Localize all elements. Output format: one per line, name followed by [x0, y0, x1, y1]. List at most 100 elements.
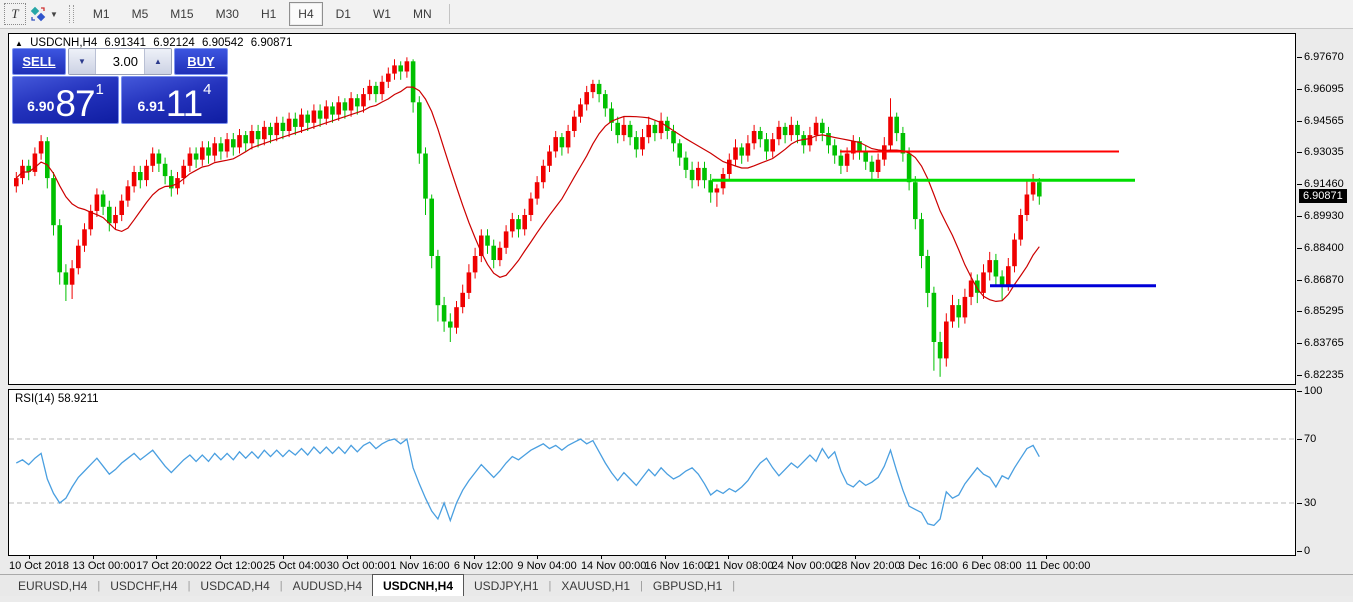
- timeframe-button-h1[interactable]: H1: [260, 7, 277, 21]
- volume-increase-button[interactable]: ▲: [144, 49, 171, 74]
- chart-tab-usdcnh[interactable]: USDCNH,H4: [372, 574, 465, 596]
- buy-price-sup: 4: [203, 81, 212, 98]
- time-tick-mark: [219, 556, 221, 559]
- price-tick-mark: [1297, 120, 1302, 122]
- price-tick-label: 6.88400: [1304, 241, 1344, 254]
- time-tick-mark: [664, 556, 666, 559]
- timeframe-button-m30[interactable]: M30: [215, 7, 239, 21]
- timeframe-button-m1[interactable]: M1: [92, 7, 110, 21]
- chart-tab-usdjpy[interactable]: USDJPY,H1: [474, 579, 539, 593]
- candlestick-chart[interactable]: [9, 34, 1295, 384]
- price-tick-mark: [1297, 375, 1302, 376]
- time-tick-label: 25 Oct 04:00: [263, 560, 327, 572]
- time-tick-mark: [537, 556, 539, 559]
- buy-quote[interactable]: 6.91 11 4: [121, 76, 228, 124]
- rsi-tick-label: 0: [1304, 545, 1311, 557]
- price-tick-label: 6.97670: [1304, 51, 1344, 63]
- price-tick-label: 6.86870: [1304, 273, 1344, 286]
- price-tick-mark: [1297, 311, 1302, 313]
- timeframe-button-m5[interactable]: M5: [131, 7, 149, 21]
- timeframe-button-h4[interactable]: H4: [289, 2, 323, 26]
- price-tick-mark: [1297, 343, 1302, 345]
- toolbar-separator: [448, 4, 450, 24]
- chart-tab-xauusd[interactable]: XAUUSD,H1: [561, 579, 631, 593]
- time-tick-label: 16 Nov 16:00: [644, 560, 710, 572]
- time-tick-mark: [410, 556, 412, 559]
- rsi-indicator-pane[interactable]: RSI(14) 58.9211: [8, 389, 1296, 556]
- rsi-line-chart[interactable]: [9, 390, 1295, 555]
- rsi-tick-mark: [1297, 391, 1302, 392]
- buy-button[interactable]: BUY: [174, 48, 228, 75]
- toolbar: T ▼ M1 M5 M15 M30 H1 H4 D1 W1 MN: [0, 0, 1353, 29]
- price-tick-mark: [1297, 184, 1302, 186]
- chart-tab-gbpusd[interactable]: GBPUSD,H1: [652, 579, 723, 593]
- time-tick-mark: [1045, 556, 1047, 559]
- price-tick-label: 6.91460: [1304, 178, 1344, 191]
- time-tick-mark: [283, 556, 285, 559]
- timeframe-button-w1[interactable]: W1: [372, 7, 391, 21]
- chart-tab-usdcad[interactable]: USDCAD,H4: [200, 579, 270, 593]
- time-tick-mark: [728, 556, 730, 559]
- chart-symbol-period: USDCNH,H4: [30, 37, 98, 49]
- rsi-tick-mark: [1297, 503, 1302, 504]
- time-tick-label: 14 Nov 00:00: [580, 560, 647, 572]
- sell-price-big: 87: [55, 82, 95, 124]
- volume-input[interactable]: 3.00: [96, 49, 144, 74]
- chart-close-value: 6.90871: [250, 37, 293, 49]
- price-tick-mark: [1297, 279, 1302, 281]
- price-tick-mark: [1297, 152, 1302, 154]
- price-tick-mark: [1297, 247, 1302, 249]
- time-tick-mark: [600, 556, 602, 559]
- volume-decrease-button[interactable]: ▼: [69, 49, 96, 74]
- buy-price-small: 6.91: [137, 98, 165, 114]
- time-tick-mark: [855, 556, 857, 559]
- rsi-axis[interactable]: 100 70 30 0: [1296, 385, 1353, 557]
- time-tick-label: 10 Oct 2018: [9, 560, 69, 572]
- time-tick-mark: [156, 556, 158, 559]
- price-tick-mark: [1297, 88, 1302, 90]
- buy-price-big: 11: [165, 82, 203, 124]
- sell-button[interactable]: SELL: [12, 48, 66, 75]
- tab-separator: |: [732, 579, 736, 592]
- sell-quote[interactable]: 6.90 87 1: [12, 76, 119, 124]
- time-tick-label: 17 Oct 20:00: [136, 560, 200, 572]
- rsi-tick-label: 70: [1304, 433, 1317, 445]
- chart-tab-usdchf[interactable]: USDCHF,H4: [110, 579, 178, 593]
- price-tick-mark: [1297, 216, 1302, 217]
- time-tick-label: 11 Dec 00:00: [1025, 560, 1091, 572]
- time-tick-mark: [346, 556, 348, 559]
- time-tick-mark: [918, 556, 920, 559]
- timeframe-button-m15[interactable]: M15: [170, 7, 194, 21]
- chevron-down-icon[interactable]: ▼: [50, 9, 58, 19]
- tab-separator: |: [640, 579, 643, 592]
- chart-tab-audusd[interactable]: AUDUSD,H4: [292, 579, 362, 593]
- sell-price-small: 6.90: [27, 98, 55, 114]
- time-tick-label: 13 Oct 00:00: [72, 560, 136, 572]
- price-tick-mark: [1297, 57, 1302, 58]
- time-tick-label: 22 Oct 12:00: [199, 560, 263, 572]
- timeframe-button-d1[interactable]: D1: [335, 7, 351, 21]
- time-tick-mark: [29, 556, 30, 559]
- volume-stepper: ▼ 3.00 ▲: [68, 48, 172, 75]
- chart-high-value: 6.92124: [153, 37, 195, 49]
- toolbar-grip[interactable]: [68, 5, 74, 23]
- price-tick-label: 6.83765: [1304, 337, 1344, 350]
- indicator-icon[interactable]: [28, 4, 48, 24]
- time-axis[interactable]: 10 Oct 2018 13 Oct 00:00 17 Oct 20:00 22 Oc…: [8, 556, 1338, 574]
- rsi-label: RSI(14) 58.9211: [15, 393, 99, 405]
- time-tick-mark: [791, 556, 793, 559]
- price-tick-label: 6.82235: [1304, 369, 1344, 381]
- status-strip: [0, 596, 1353, 602]
- time-tick-label: 24 Nov 00:00: [771, 560, 838, 572]
- chart-low-value: 6.90542: [201, 37, 244, 49]
- price-tick-label: 6.85295: [1304, 305, 1344, 318]
- timeframe-button-mn[interactable]: MN: [412, 7, 432, 21]
- timeframe-group: M1 M5 M15 M30 H1 H4 D1 W1 MN: [82, 2, 443, 26]
- price-chart-pane[interactable]: ▲ USDCNH,H4 6.91341 6.92124 6.90542 6.90…: [8, 33, 1296, 385]
- chart-tab-eurusd[interactable]: EURUSD,H4: [18, 579, 88, 593]
- chart-tab-bar: EURUSD,H4 | USDCHF,H4 | USDCAD,H4 | AUDUSD,H4 U…: [0, 574, 1353, 596]
- text-tool-button[interactable]: T: [4, 3, 26, 25]
- price-axis[interactable]: 6.97670 6.96095 6.94565 6.93035 6.91460 6.899…: [1296, 33, 1353, 385]
- chart-header: ▲ USDCNH,H4 6.91341 6.92124 6.90542 6.90…: [15, 37, 296, 49]
